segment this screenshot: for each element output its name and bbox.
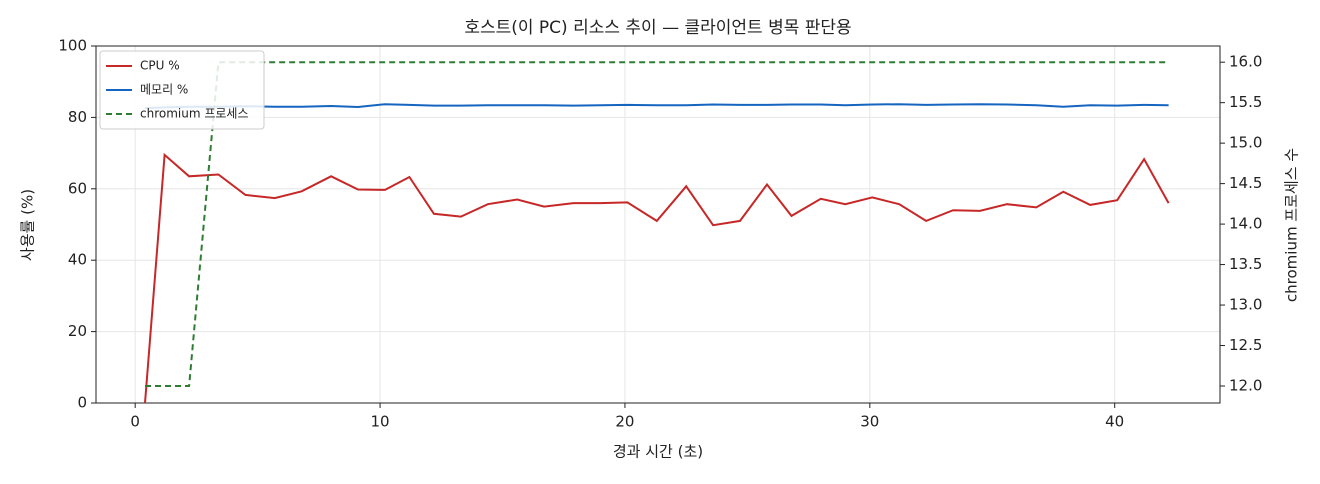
- y2-tick-label: 14.5: [1229, 174, 1262, 192]
- y-tick-label: 0: [77, 394, 87, 412]
- chart-title: 호스트(이 PC) 리소스 추이 — 클라이언트 병목 판단용: [464, 18, 851, 38]
- y2-tick-label: 14.0: [1229, 215, 1262, 233]
- legend-label: chromium 프로세스: [140, 107, 249, 121]
- y-axis-label: 사용률 (%): [19, 189, 37, 261]
- x-tick-label: 0: [130, 413, 140, 431]
- x-tick-label: 20: [615, 413, 634, 431]
- y2-tick-label: 13.5: [1229, 255, 1262, 273]
- legend-label: 메모리 %: [140, 83, 188, 97]
- legend-box: [99, 50, 265, 130]
- series-line: [144, 152, 1170, 404]
- x-tick-label: 30: [860, 413, 879, 431]
- plot-frame: [95, 45, 1221, 404]
- legend-label: CPU %: [140, 59, 180, 73]
- y-tick-label: 80: [68, 108, 87, 126]
- y2-axis-label: chromium 프로세스 수: [1283, 148, 1301, 302]
- y2-tick-label: 15.0: [1229, 134, 1262, 152]
- y-tick-label: 100: [58, 37, 87, 55]
- y2-tick-label: 12.5: [1229, 336, 1262, 354]
- y2-tick-label: 15.5: [1229, 93, 1262, 111]
- y2-tick-label: 12.0: [1229, 377, 1262, 395]
- series-line: [144, 103, 1169, 110]
- x-tick-label: 10: [371, 413, 390, 431]
- y-tick-label: 60: [68, 179, 87, 197]
- y-tick-label: 40: [68, 251, 87, 269]
- y2-tick-label: 16.0: [1229, 53, 1262, 71]
- x-axis-label: 경과 시간 (초): [613, 443, 703, 461]
- y2-tick-label: 13.0: [1229, 296, 1262, 314]
- series-line: [145, 61, 1169, 387]
- y-tick-label: 20: [68, 322, 87, 340]
- x-tick-label: 40: [1105, 413, 1124, 431]
